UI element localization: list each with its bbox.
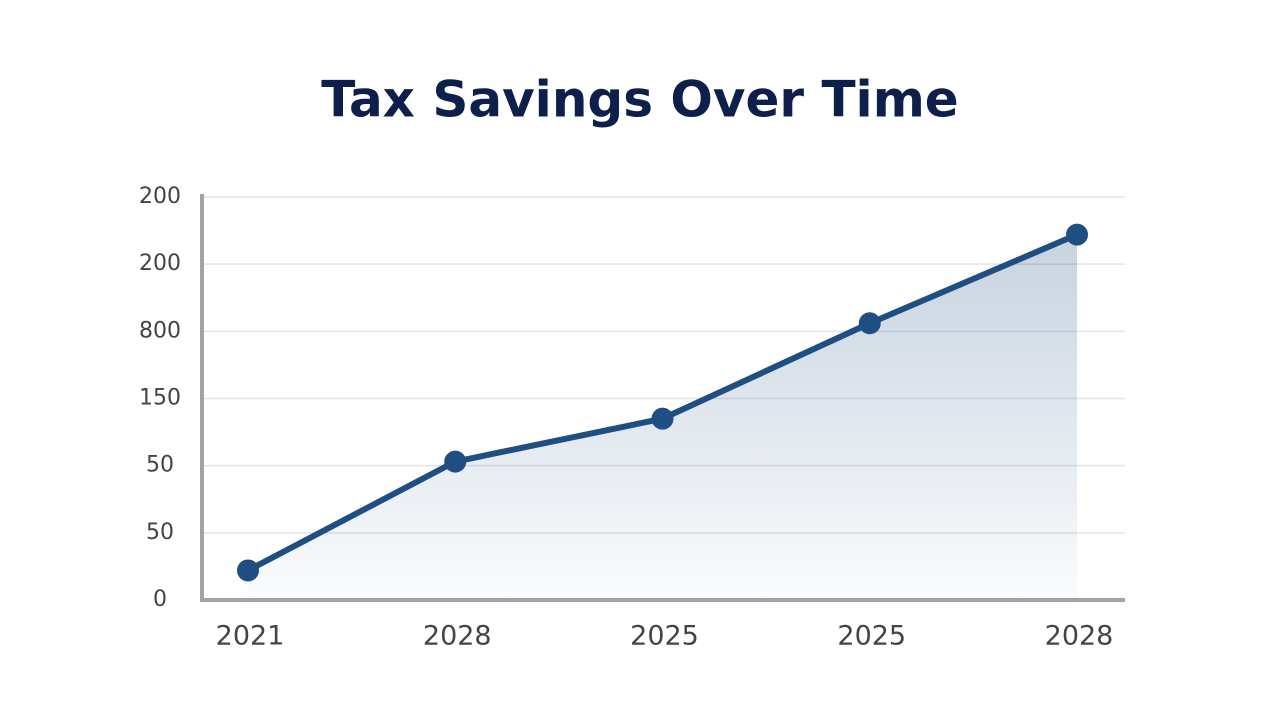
- y-tick-label: 50: [146, 453, 174, 478]
- point: [858, 312, 881, 335]
- point: [444, 450, 467, 473]
- x-tick-label: 2028: [1045, 621, 1114, 652]
- y-tick-label: 200: [139, 184, 181, 209]
- x-tick-label: 2021: [216, 621, 285, 652]
- y-tick-label: 50: [146, 520, 174, 545]
- y-tick-label: 200: [139, 251, 181, 276]
- point: [237, 559, 259, 582]
- x-tick-label: 2025: [837, 621, 906, 652]
- y-tick-label: 150: [139, 386, 181, 411]
- point: [651, 407, 674, 430]
- x-tick-label: 2028: [423, 621, 492, 652]
- chart-title: Tax Savings Over Time: [321, 71, 958, 129]
- x-tick-label: 2025: [630, 621, 699, 652]
- y-tick-label: 800: [139, 318, 181, 343]
- point: [1066, 223, 1088, 246]
- y-tick-label: 0: [153, 587, 167, 612]
